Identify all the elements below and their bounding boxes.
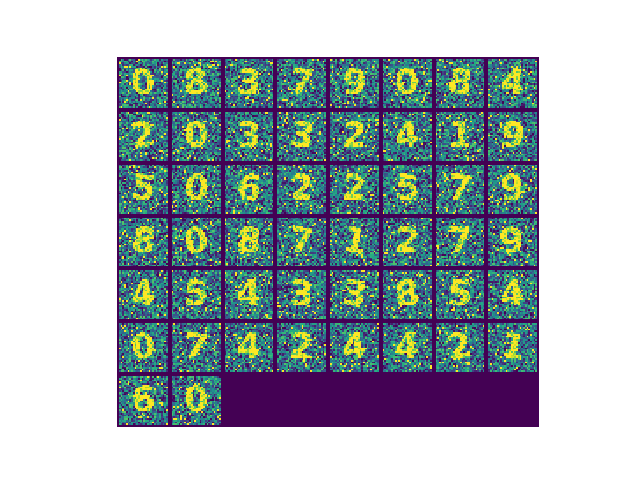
noisy-digit-image-grid xyxy=(117,57,539,427)
